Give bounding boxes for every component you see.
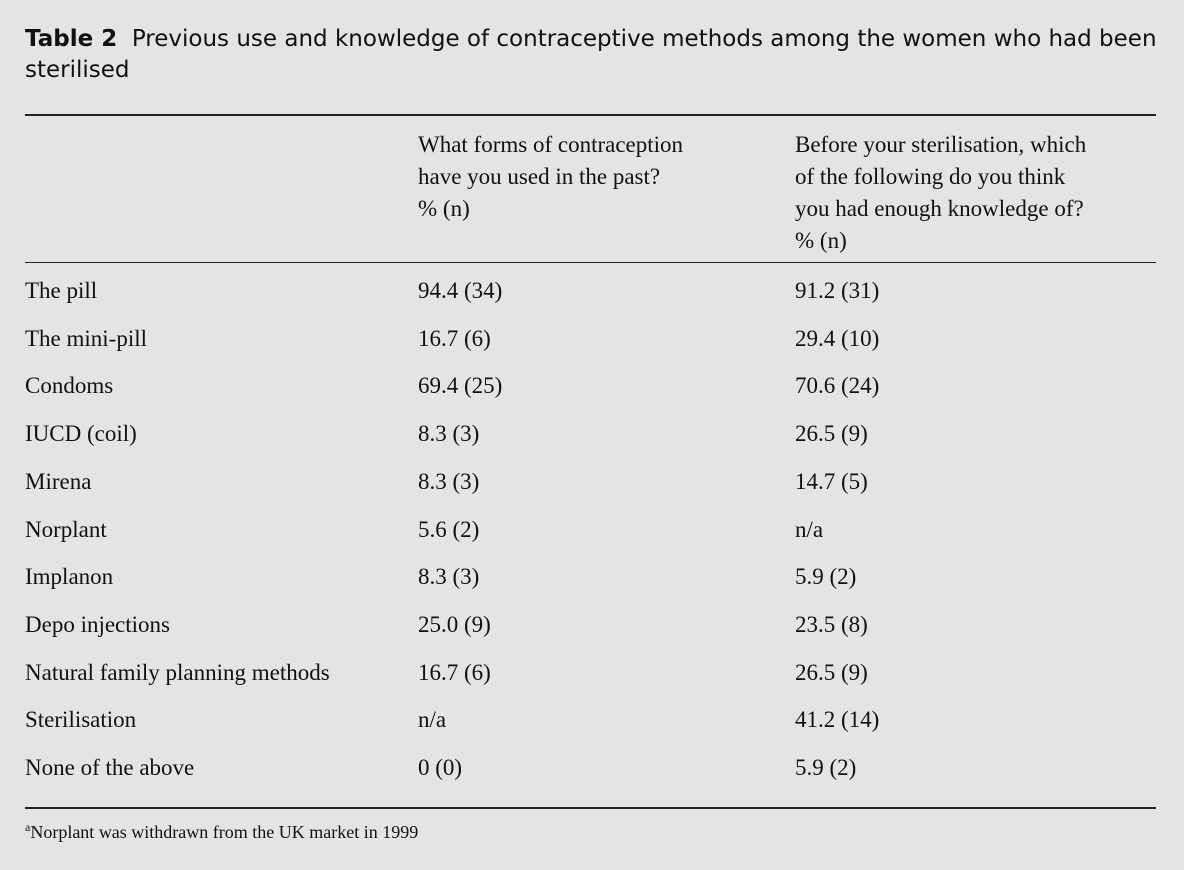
table-cell: n/a <box>795 516 824 542</box>
bottom-rule <box>25 807 1156 809</box>
table-cell: 23.5 (8) <box>795 611 868 637</box>
table-row: Condoms 69.4 (25) 70.6 (24) <box>0 373 1184 413</box>
table-caption: Previous use and knowledge of contracept… <box>25 26 1157 83</box>
table-row: Natural family planning methods 16.7 (6) 2… <box>0 660 1184 700</box>
footnote-text: Norplant was withdrawn from the UK marke… <box>30 822 419 842</box>
row-label: Norplant <box>25 516 107 542</box>
row-label: The pill <box>25 278 98 303</box>
header-line: have you used in the past? <box>418 164 661 189</box>
table-cell: 5.6 (2) <box>418 516 480 542</box>
table-cell: 16.7 (6) <box>418 325 491 351</box>
table-cell: 8.3 (3) <box>418 421 480 447</box>
row-label: Sterilisation <box>25 707 137 733</box>
row-label: Implanon <box>25 564 114 590</box>
table-cell: 70.6 (24) <box>795 373 880 399</box>
table-cell: 5.9 (2) <box>795 755 857 780</box>
table-row: Depo injections 25.0 (9) 23.5 (8) <box>0 612 1184 652</box>
header-rule <box>25 262 1156 263</box>
table-cell: n/a <box>418 707 447 733</box>
row-label: Mirena <box>25 468 92 494</box>
footnote: aNorplant was withdrawn from the UK mark… <box>25 820 418 843</box>
row-label: Depo injections <box>25 611 170 637</box>
table-cell: 5.9 (2) <box>795 564 857 590</box>
table-row: Sterilisation n/a 41.2 (14) <box>0 707 1184 747</box>
footnote-marker: a <box>25 820 31 834</box>
table-cell: 94.4 (34) <box>418 278 503 303</box>
table-label: Table 2 <box>25 26 118 52</box>
table-row: The mini-pill 16.7 (6) 29.4 (10) <box>0 326 1184 366</box>
table-cell: 26.5 (9) <box>795 421 868 447</box>
header-line: of the following do you think <box>795 164 1066 189</box>
table-row: The pill 94.4 (34) 91.2 (31) <box>0 278 1184 318</box>
table-cell: 91.2 (31) <box>795 278 880 303</box>
top-rule <box>25 114 1156 116</box>
table-cell: 29.4 (10) <box>795 325 880 351</box>
header-line: % (n) <box>795 228 847 253</box>
table-row: Norplant 5.6 (2) n/a <box>0 517 1184 557</box>
table-row: IUCD (coil) 8.3 (3) 26.5 (9) <box>0 421 1184 461</box>
header-line: you had enough knowledge of? <box>795 196 1084 221</box>
table-cell: 0 (0) <box>418 755 463 780</box>
header-line: % (n) <box>418 196 470 221</box>
row-label: The mini-pill <box>25 325 148 351</box>
column-header: Before your sterilisation, which of the f… <box>795 129 1086 257</box>
table-cell: 69.4 (25) <box>418 373 503 399</box>
table-row: None of the above 0 (0) 5.9 (2) <box>0 755 1184 795</box>
table-cell: 26.5 (9) <box>795 659 868 685</box>
header-line: What forms of contraception <box>418 132 684 157</box>
table-cell: 14.7 (5) <box>795 468 868 494</box>
table-row: Implanon 8.3 (3) 5.9 (2) <box>0 564 1184 604</box>
row-label: None of the above <box>25 755 195 780</box>
table-cell: 25.0 (9) <box>418 611 491 637</box>
row-label: Natural family planning methods <box>25 659 330 685</box>
table-title: Table 2 Previous use and knowledge of co… <box>25 24 1165 86</box>
table-cell: 8.3 (3) <box>418 468 480 494</box>
table-cell: 41.2 (14) <box>795 707 880 733</box>
row-label: IUCD (coil) <box>25 421 137 447</box>
table-row: Mirena 8.3 (3) 14.7 (5) <box>0 469 1184 509</box>
column-header: What forms of contraception have you used… <box>418 129 683 225</box>
row-label: Condoms <box>25 373 114 399</box>
table-cell: 8.3 (3) <box>418 564 480 590</box>
header-line: Before your sterilisation, which <box>795 132 1087 157</box>
table-cell: 16.7 (6) <box>418 659 491 685</box>
